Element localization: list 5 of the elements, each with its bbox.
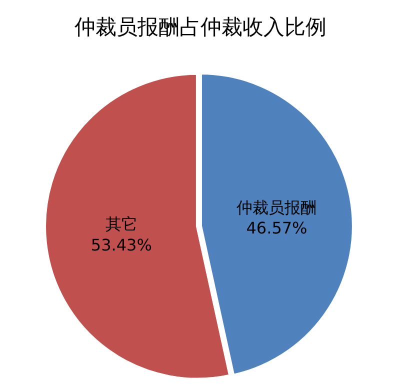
data-label: 46.57% <box>246 218 308 238</box>
slice-label: 仲裁员报酬 <box>236 198 317 217</box>
data-label: 53.43% <box>90 235 152 254</box>
chart-title: 仲裁员报酬占仲裁收入比例 <box>74 15 326 40</box>
slice-label: 其它 <box>105 214 138 234</box>
